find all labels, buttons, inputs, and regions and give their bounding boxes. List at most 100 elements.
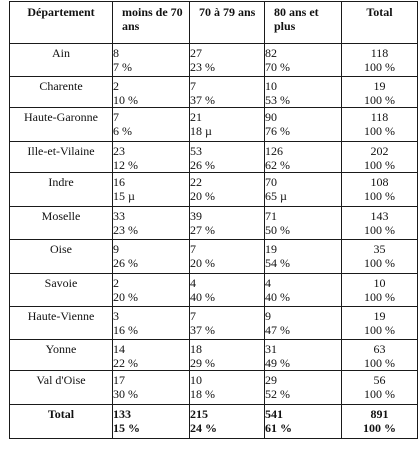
cell-80-plus: 31 49 % [264,339,342,371]
cell-under-70-count: 23 [113,144,125,158]
cell-80-plus-count: 31 [265,342,277,356]
cell-total: 35 100 % [341,239,418,274]
cell-under-70: 2 20 % [112,273,190,307]
cell-under-70-percent: 26 % [113,256,138,270]
cell-80-plus-count: 19 [265,242,277,256]
total-all: 891 100 % [341,404,418,439]
cell-under-70-percent: 23 % [113,223,138,237]
cell-total-count: 143 [370,209,389,223]
table-row: Savoie 2 20 % 4 40 % 4 40 % 10 100 % [9,273,418,307]
cell-under-70: 14 22 % [112,339,190,371]
table-row: Moselle 33 23 % 39 27 % 71 50 % 143 100 % [9,206,418,240]
cell-total-percent: 100 % [364,256,395,270]
total-70-79-count: 215 [190,407,208,421]
departement-name: Moselle [9,206,113,240]
cell-total: 10 100 % [341,273,418,307]
total-label: Total [9,404,113,439]
cell-total-count: 56 [373,373,386,387]
table-row: Val d'Oise 17 30 % 10 18 % 29 52 % 56 100 % [9,370,418,405]
cell-80-plus-count: 10 [265,79,277,93]
departement-name: Ain [9,43,113,77]
age-distribution-table: Département moins de 70 ans 70 à 79 ans … [9,1,418,439]
cell-under-70: 17 30 % [112,370,190,405]
cell-80-plus-percent: 70 % [265,60,290,74]
table-row: Indre 16 15 µ 22 20 % 70 65 µ 108 100 % [9,172,418,207]
header-80-plus: 80 ans et plus [264,1,342,44]
cell-total-percent: 100 % [364,93,395,107]
cell-70-79: 22 20 % [189,172,265,207]
cell-total-percent: 100 % [364,356,395,370]
cell-80-plus: 82 70 % [264,43,342,77]
cell-80-plus-percent: 40 % [265,290,290,304]
cell-under-70: 2 10 % [112,76,190,108]
cell-total: 118 100 % [341,43,418,77]
cell-total: 19 100 % [341,76,418,108]
cell-70-79-percent: 26 % [190,158,215,172]
cell-under-70-percent: 10 % [113,93,138,107]
table-row: Yonne 14 22 % 18 29 % 31 49 % 63 100 % [9,339,418,371]
departement-name: Ille-et-Vilaine [9,141,113,173]
cell-total-count: 63 [373,342,386,356]
total-70-79: 215 24 % [189,404,265,439]
cell-80-plus-percent: 76 % [265,124,290,138]
cell-70-79: 18 29 % [189,339,265,371]
cell-70-79: 39 27 % [189,206,265,240]
cell-70-79-count: 4 [190,276,196,290]
cell-total-percent: 100 % [364,158,395,172]
cell-under-70: 9 26 % [112,239,190,274]
cell-under-70-percent: 12 % [113,158,138,172]
cell-under-70: 23 12 % [112,141,190,173]
total-row: Total 133 15 % 215 24 % 541 61 % 891 100 % [9,404,418,439]
cell-80-plus-count: 70 [265,175,277,189]
cell-under-70-count: 33 [113,209,125,223]
cell-70-79: 53 26 % [189,141,265,173]
total-all-percent: 100 % [363,421,396,435]
cell-80-plus: 29 52 % [264,370,342,405]
cell-80-plus-percent: 52 % [265,387,290,401]
cell-total: 202 100 % [341,141,418,173]
cell-80-plus: 71 50 % [264,206,342,240]
header-row: Département moins de 70 ans 70 à 79 ans … [9,1,418,44]
cell-70-79-count: 18 [190,342,202,356]
cell-70-79-percent: 20 % [190,189,215,203]
cell-under-70-count: 2 [113,79,119,93]
header-under-70: moins de 70 ans [112,1,190,44]
cell-70-79-count: 10 [190,373,202,387]
total-80-plus: 541 61 % [264,404,342,439]
header-70-79: 70 à 79 ans [189,1,265,44]
cell-80-plus: 126 62 % [264,141,342,173]
cell-under-70-count: 3 [113,309,119,323]
cell-80-plus-percent: 47 % [265,323,290,337]
cell-under-70-percent: 20 % [113,290,138,304]
cell-total-percent: 100 % [364,323,395,337]
total-under-70: 133 15 % [112,404,190,439]
cell-70-79-percent: 27 % [190,223,215,237]
cell-80-plus-percent: 49 % [265,356,290,370]
cell-70-79: 10 18 % [189,370,265,405]
cell-70-79-count: 22 [190,175,202,189]
cell-70-79-percent: 37 % [190,93,215,107]
cell-under-70-percent: 15 µ [113,189,135,203]
total-all-count: 891 [370,407,389,421]
cell-70-79-percent: 18 % [190,387,215,401]
cell-70-79-percent: 37 % [190,323,215,337]
cell-total-percent: 100 % [364,290,395,304]
cell-under-70-count: 2 [113,276,119,290]
cell-80-plus-count: 90 [265,110,277,124]
cell-under-70-count: 8 [113,46,119,60]
cell-80-plus: 10 53 % [264,76,342,108]
cell-80-plus-percent: 62 % [265,158,290,172]
cell-70-79-count: 7 [190,242,196,256]
total-under-70-percent: 15 % [113,421,140,435]
cell-70-79-percent: 18 µ [190,124,212,138]
total-80-plus-count: 541 [265,407,283,421]
cell-under-70-count: 16 [113,175,125,189]
cell-80-plus-count: 71 [265,209,277,223]
cell-total: 63 100 % [341,339,418,371]
departement-name: Oise [9,239,113,274]
header-departement: Département [9,1,113,44]
cell-total-count: 118 [370,110,389,124]
cell-70-79: 7 37 % [189,76,265,108]
total-under-70-count: 133 [113,407,131,421]
